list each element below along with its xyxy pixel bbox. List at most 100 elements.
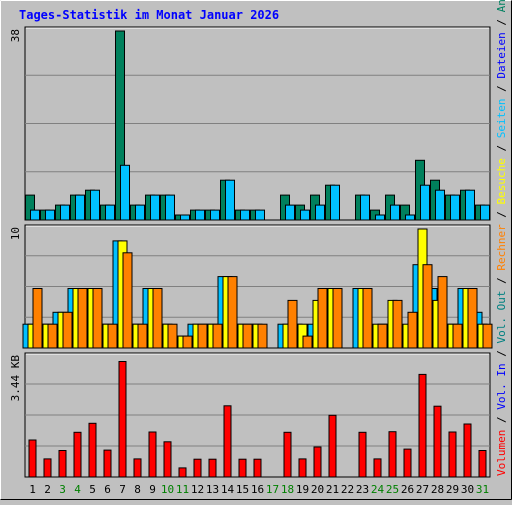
day-label-12: 12 — [191, 483, 204, 496]
bar-dateien-day-19 — [300, 209, 310, 221]
bar-volumen-day-24 — [373, 458, 382, 478]
bar-volumen-day-26 — [403, 448, 412, 478]
right-label-part: Besuche — [495, 158, 508, 204]
bar-volumen-day-1 — [28, 439, 37, 478]
right-legend-label: Volumen / Vol. In / Vol. Out / Rechner /… — [495, 0, 508, 476]
day-label-19: 19 — [296, 483, 309, 496]
panel-middle: 10 — [9, 224, 493, 349]
bar-rechner-day-15 — [242, 323, 253, 349]
bar-volumen-day-11 — [178, 467, 187, 478]
bar-dateien-day-15 — [240, 209, 250, 221]
bar-rechner-day-4 — [77, 288, 88, 349]
bar-rechner-day-11 — [182, 335, 193, 349]
chart-title: Tages-Statistik im Monat Januar 2026 — [19, 8, 279, 22]
bar-rechner-day-31 — [482, 323, 493, 349]
y-tick-label: 10 — [9, 227, 22, 240]
day-label-13: 13 — [206, 483, 219, 496]
bar-dateien-day-13 — [210, 209, 220, 221]
bar-rechner-day-10 — [167, 323, 178, 349]
bar-volumen-day-9 — [148, 431, 157, 478]
bar-volumen-day-12 — [193, 458, 202, 478]
bar-rechner-day-12 — [197, 323, 208, 349]
right-label-part: Seiten — [495, 98, 508, 138]
bar-volumen-day-13 — [208, 458, 217, 478]
right-label-part: Vol. In — [495, 363, 508, 409]
series-volumen — [28, 361, 487, 478]
bar-rechner-day-5 — [92, 288, 103, 349]
bar-dateien-day-27 — [420, 184, 430, 221]
day-label-6: 6 — [104, 483, 111, 496]
bar-rechner-day-13 — [212, 323, 223, 349]
panel-bottom: 3.44 KB — [9, 352, 491, 478]
bar-volumen-day-20 — [313, 446, 322, 478]
day-label-14: 14 — [221, 483, 235, 496]
bar-volumen-day-7 — [118, 361, 127, 478]
day-label-15: 15 — [236, 483, 249, 496]
bar-volumen-day-3 — [58, 450, 67, 478]
right-label-part: / — [495, 344, 508, 364]
bar-volumen-day-21 — [328, 414, 337, 478]
bar-rechner-day-3 — [62, 311, 73, 349]
bar-dateien-day-21 — [330, 184, 340, 221]
bar-rechner-day-14 — [227, 276, 238, 349]
bar-dateien-day-8 — [135, 204, 145, 221]
day-label-18: 18 — [281, 483, 294, 496]
day-label-27: 27 — [416, 483, 429, 496]
bar-rechner-day-16 — [257, 323, 268, 349]
bar-rechner-day-6 — [107, 323, 118, 349]
day-label-5: 5 — [89, 483, 96, 496]
bar-volumen-day-25 — [388, 431, 397, 478]
right-label-part: Dateien — [495, 32, 508, 78]
bar-rechner-day-21 — [332, 288, 343, 349]
bar-rechner-day-23 — [362, 288, 373, 349]
bar-rechner-day-2 — [47, 323, 58, 349]
bar-dateien-day-25 — [390, 204, 400, 221]
bar-dateien-day-14 — [225, 179, 235, 221]
bar-dateien-day-4 — [75, 194, 85, 221]
bar-dateien-day-11 — [180, 214, 190, 221]
day-label-29: 29 — [446, 483, 459, 496]
panels: 38 10 3.44 KB — [9, 26, 493, 478]
bar-volumen-day-5 — [88, 422, 97, 478]
bar-dateien-day-3 — [60, 204, 70, 221]
right-label-part: Vol. Out — [495, 291, 508, 344]
bar-dateien-day-7 — [120, 164, 130, 221]
day-label-26: 26 — [401, 483, 414, 496]
day-label-8: 8 — [134, 483, 141, 496]
bar-volumen-day-28 — [433, 405, 442, 478]
bar-volumen-day-18 — [283, 431, 292, 478]
bar-volumen-day-31 — [478, 450, 487, 478]
bar-dateien-day-23 — [360, 194, 370, 221]
bar-rechner-day-8 — [137, 323, 148, 349]
bar-rechner-day-26 — [407, 311, 418, 349]
day-label-30: 30 — [461, 483, 474, 496]
bar-rechner-day-30 — [467, 288, 478, 349]
day-label-10: 10 — [161, 483, 174, 496]
right-label-part: Volumen — [495, 430, 508, 476]
panel-top: 38 — [9, 26, 491, 221]
bar-rechner-day-9 — [152, 288, 163, 349]
bar-volumen-day-27 — [418, 373, 427, 478]
day-label-31: 31 — [476, 483, 489, 496]
bar-volumen-day-23 — [358, 431, 367, 478]
day-label-11: 11 — [176, 483, 189, 496]
bar-dateien-day-24 — [375, 214, 385, 221]
bar-dateien-day-6 — [105, 204, 115, 221]
day-label-22: 22 — [341, 483, 354, 496]
bar-volumen-day-14 — [223, 405, 232, 478]
day-label-1: 1 — [29, 483, 36, 496]
bar-dateien-day-16 — [255, 209, 265, 221]
bar-volumen-day-19 — [298, 458, 307, 478]
bar-dateien-day-29 — [450, 194, 460, 221]
bar-dateien-day-30 — [465, 189, 475, 221]
bar-dateien-day-20 — [315, 204, 325, 221]
bar-dateien-day-10 — [165, 194, 175, 221]
day-label-23: 23 — [356, 483, 369, 496]
day-label-20: 20 — [311, 483, 324, 496]
day-label-4: 4 — [74, 483, 81, 496]
day-label-3: 3 — [59, 483, 66, 496]
right-label-part: / — [495, 410, 508, 430]
right-label-part: / — [495, 12, 508, 32]
